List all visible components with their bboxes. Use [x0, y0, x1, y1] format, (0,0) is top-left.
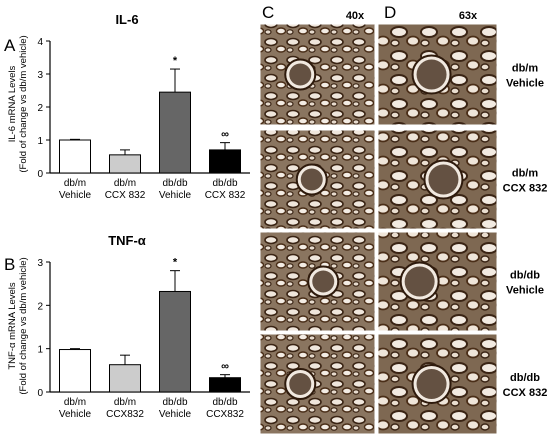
row-label: db/db — [510, 270, 540, 282]
glomerulus — [416, 369, 447, 399]
y-tick-label: 2 — [37, 103, 43, 114]
category-label: db/db — [162, 178, 187, 189]
y-tick-label: 4 — [37, 37, 43, 48]
significance-marker: * — [173, 55, 178, 67]
panel-label-c: C — [262, 3, 274, 22]
row-sublabel: CCX 832 — [503, 183, 548, 195]
category-label: db/db — [212, 178, 237, 189]
magnification-label-d: 63x — [459, 10, 478, 22]
row-sublabel: Vehicle — [506, 78, 544, 90]
y-tick-label: 3 — [37, 258, 43, 269]
tnf-bar-chart: TNF-α TNF-α mRNA Levels (Fold of change … — [7, 233, 250, 420]
y-tick-label: 1 — [37, 136, 43, 147]
chart-title: TNF-α — [108, 233, 146, 248]
glomerulus — [289, 63, 312, 86]
row-sublabel: CCX 832 — [503, 387, 548, 399]
bar — [209, 149, 241, 174]
y-axis-sublabel: (Fold of change vs db/m vehicle) — [18, 257, 29, 394]
micrograph-image — [259, 333, 376, 435]
row-sublabel: Vehicle — [506, 285, 544, 297]
category-label: db/m — [114, 397, 136, 408]
category-sublabel: Vehicle — [159, 190, 192, 201]
panel-label-b: B — [4, 255, 15, 274]
magnification-label-c: 40x — [346, 10, 365, 22]
bar — [159, 91, 191, 174]
glomerulus — [312, 270, 335, 293]
bar — [59, 139, 91, 174]
y-tick-label: 2 — [37, 301, 43, 312]
bar — [109, 364, 141, 393]
significance-marker: ∞ — [221, 129, 229, 141]
category-label: db/m — [114, 178, 136, 189]
category-label: db/db — [212, 397, 237, 408]
il6-bar-chart: IL-6 IL-6 mRNA Levels (Fold of change vs… — [7, 12, 250, 201]
category-label: db/m — [64, 178, 86, 189]
micrograph-grid: 40x 63x db/m Vehicle db/m CCX 832 db/db Vehic… — [259, 10, 548, 435]
row-label: db/m — [512, 63, 538, 75]
y-axis-sublabel: (Fold of change vs db/m vehicle) — [18, 35, 29, 172]
bar — [109, 154, 141, 174]
glomerulus — [416, 59, 447, 90]
glomerulus — [300, 168, 323, 191]
category-sublabel: Vehicle — [59, 409, 92, 420]
panel-label-d: D — [384, 3, 396, 22]
category-sublabel: CCX 832 — [105, 190, 146, 201]
row-label: db/m — [512, 168, 538, 180]
micrograph-image — [259, 23, 376, 126]
y-axis-label: IL-6 mRNA Levels — [7, 65, 18, 142]
category-label: db/m — [64, 397, 86, 408]
significance-marker: ∞ — [221, 361, 229, 373]
category-sublabel: Vehicle — [59, 190, 92, 201]
row-label: db/db — [510, 372, 540, 384]
y-tick-label: 0 — [37, 169, 43, 180]
category-sublabel: CCX832 — [106, 409, 144, 420]
panel-label-a: A — [4, 36, 16, 55]
significance-marker: * — [173, 257, 178, 269]
category-sublabel: CCX832 — [206, 409, 244, 420]
bar — [59, 349, 91, 393]
glomerulus — [428, 164, 459, 195]
chart-title: IL-6 — [115, 12, 138, 27]
y-axis-label: TNF-α mRNA Levels — [7, 282, 18, 370]
category-sublabel: CCX 832 — [205, 190, 246, 201]
category-label: db/db — [162, 397, 187, 408]
category-sublabel: Vehicle — [159, 409, 192, 420]
glomerulus — [289, 373, 312, 395]
y-tick-label: 3 — [37, 70, 43, 81]
bar — [159, 290, 191, 393]
bar — [209, 377, 241, 393]
y-tick-label: 1 — [37, 345, 43, 356]
glomerulus — [404, 266, 435, 297]
y-tick-label: 0 — [37, 388, 43, 399]
